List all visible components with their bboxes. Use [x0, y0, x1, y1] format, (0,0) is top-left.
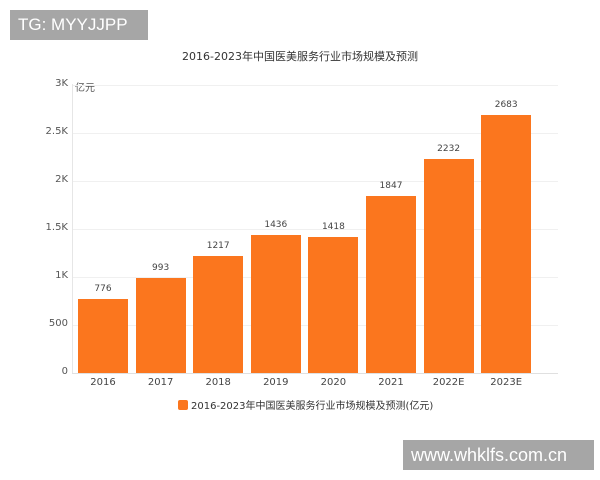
watermark-top: TG: MYYJJPP — [10, 10, 148, 40]
x-tick-label: 2017 — [147, 377, 174, 388]
x-tick-label: 2018 — [205, 377, 231, 388]
y-tick-label: 2K — [55, 174, 68, 185]
legend-swatch-icon — [178, 399, 188, 410]
x-tick-label: 2019 — [263, 377, 289, 388]
x-tick-label: 2023E — [490, 377, 523, 388]
y-axis-unit-label: 亿元 — [75, 83, 95, 94]
bar-value-label: 1418 — [321, 221, 345, 232]
bar-value-label: 1217 — [206, 241, 230, 252]
gridline — [73, 133, 558, 134]
y-tick-label: 0 — [61, 366, 68, 377]
bar-value-label: 776 — [94, 283, 112, 294]
chart-title: 2016-2023年中国医美服务行业市场规模及预测 — [182, 50, 418, 63]
bar-2020[interactable] — [308, 236, 359, 373]
x-tick-label: 2020 — [320, 377, 347, 388]
y-tick-label: 500 — [48, 318, 68, 329]
legend-label: 2016-2023年中国医美服务行业市场规模及预测(亿元) — [191, 401, 434, 412]
bar-2016[interactable] — [78, 298, 128, 373]
x-tick-label: 2021 — [378, 377, 404, 388]
bar-2022E[interactable] — [423, 158, 474, 373]
y-tick-label: 1K — [55, 270, 68, 281]
bar-2023E[interactable] — [481, 115, 532, 373]
bar-value-label: 1436 — [264, 220, 288, 231]
bar-value-label: 1847 — [379, 180, 403, 191]
gridline — [73, 229, 558, 230]
y-tick-label: 1.5K — [45, 222, 68, 233]
bar-2019[interactable] — [250, 235, 301, 373]
bar-2021[interactable] — [366, 195, 416, 373]
x-tick-label: 2022E — [432, 377, 465, 388]
gridline — [73, 181, 558, 182]
gridline — [73, 85, 558, 86]
bar-value-label: 993 — [152, 262, 170, 273]
x-axis-line — [72, 373, 558, 374]
watermark-bottom: www.whklfs.com.cn — [403, 440, 594, 470]
legend[interactable]: 2016-2023年中国医美服务行业市场规模及预测(亿元) — [178, 397, 433, 412]
bar-value-label: 2232 — [437, 143, 461, 154]
x-tick-label: 2016 — [90, 377, 116, 388]
bar-value-label: 2683 — [494, 100, 518, 111]
y-tick-label: 3K — [55, 78, 68, 89]
bar-2018[interactable] — [193, 256, 244, 373]
y-tick-label: 2.5K — [45, 126, 68, 137]
bar-2017[interactable] — [135, 277, 186, 373]
y-axis-line — [72, 84, 73, 374]
